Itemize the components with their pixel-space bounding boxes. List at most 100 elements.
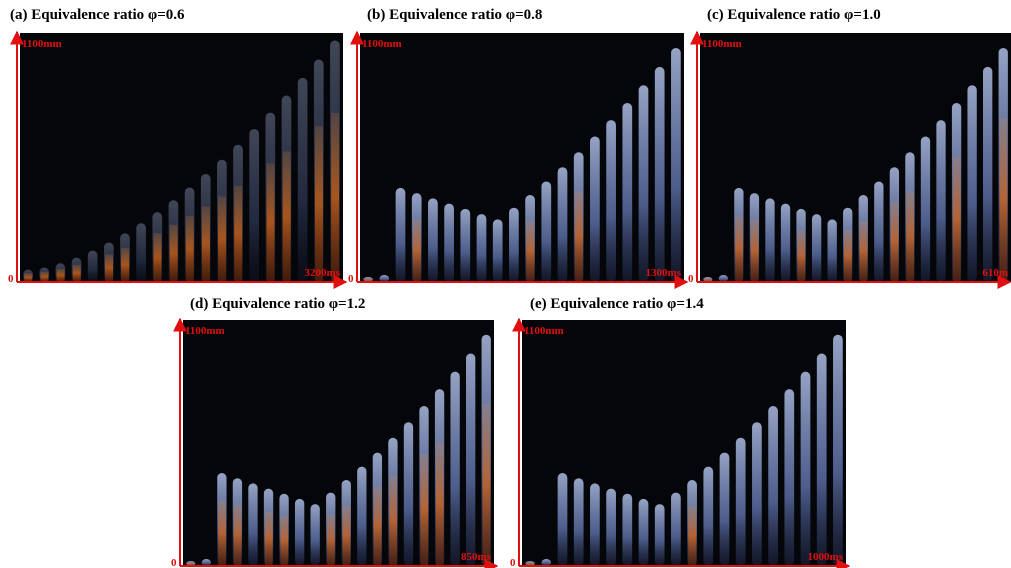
flame-columns (186, 334, 491, 566)
flame-glow (844, 229, 852, 282)
flame-column (606, 488, 616, 566)
flame-glow (264, 511, 273, 566)
flame-columns (525, 334, 843, 566)
flame-image (183, 320, 494, 566)
flame-glow (435, 442, 444, 566)
flame-column (444, 203, 454, 282)
flame-glow (218, 196, 227, 282)
flame-column (379, 274, 390, 282)
flame-column (719, 452, 730, 566)
flame-glow (169, 224, 178, 282)
flame-column (811, 214, 822, 282)
axis-max-label: 1100mm (22, 38, 62, 50)
flame-column (752, 422, 762, 566)
axis-end-label: 610m (982, 267, 1008, 279)
flame-column (622, 493, 633, 566)
flame-columns (703, 47, 1008, 283)
flame-glow (704, 278, 712, 282)
flame-column (703, 466, 714, 566)
flame-column (294, 498, 305, 566)
flame-column (654, 66, 665, 282)
flame-column (201, 559, 211, 566)
flame-column (541, 181, 552, 282)
flame-column (718, 274, 728, 282)
flame-glow (40, 271, 49, 282)
flame-column (466, 353, 476, 566)
flame-column (833, 334, 843, 566)
axis-end-label: 850ms (461, 551, 492, 563)
flame-column (557, 473, 568, 566)
axis-origin-label: 0 (688, 273, 694, 285)
flame-glow (187, 562, 195, 566)
flame-glow (859, 221, 868, 282)
axis-max-label: 1100mm (185, 325, 225, 337)
axis-max-label: 1100mm (702, 38, 742, 50)
flame-column (136, 223, 146, 282)
flame-glow (750, 219, 759, 282)
panel-title: (d) Equivalence ratio φ=1.2 (190, 296, 365, 312)
flame-glow (282, 151, 291, 282)
flame-glow (234, 185, 243, 282)
flame-glow (389, 476, 398, 566)
panel-title: (a) Equivalence ratio φ=0.6 (10, 7, 185, 23)
flame-glow (331, 112, 340, 282)
flame-glow (574, 191, 583, 282)
axis-origin-label: 0 (171, 557, 177, 568)
flame-glow (314, 126, 324, 282)
flame-glow (420, 454, 429, 566)
flame-glow (327, 514, 335, 566)
axis-end-label: 1000ms (808, 551, 844, 563)
flame-column (983, 66, 993, 282)
flame-column (638, 498, 649, 566)
flame-columns (363, 47, 681, 282)
axis-end-label: 3200ms (305, 267, 341, 279)
flame-column (638, 85, 649, 282)
flame-glow (185, 215, 194, 282)
flame-glow (482, 404, 491, 566)
flame-glow (906, 191, 915, 282)
flame-column (428, 198, 438, 282)
flame-column (403, 422, 414, 566)
flame-column (87, 250, 98, 282)
flame-glow (890, 201, 899, 282)
flame-column (800, 371, 811, 566)
flame-column (784, 389, 795, 566)
flame-glow (364, 278, 373, 282)
flame-column (671, 47, 681, 282)
flame-glow (797, 230, 806, 282)
axis-origin-label: 0 (510, 557, 516, 568)
flame-glow (24, 273, 33, 282)
flame-column (460, 208, 471, 282)
flame-column (310, 504, 320, 566)
flame-column (920, 136, 931, 282)
flame-column (395, 187, 406, 282)
flame-column (541, 559, 552, 566)
flame-glow (952, 156, 961, 282)
flame-glow (56, 268, 65, 282)
flame-glow (342, 505, 351, 566)
flame-image (20, 33, 343, 282)
flame-column (874, 181, 884, 282)
flame-glow (72, 264, 81, 282)
flame-image (700, 33, 1011, 282)
axis-origin-label: 0 (348, 273, 354, 285)
axis-end-label: 1300ms (646, 267, 682, 279)
flame-glow (266, 163, 275, 282)
flame-glow (218, 500, 226, 566)
flame-glow (153, 233, 162, 282)
flame-column (509, 207, 519, 282)
flame-glow (280, 515, 289, 566)
flame-column (765, 198, 775, 282)
flame-column (248, 483, 258, 566)
flame-column (357, 466, 367, 566)
flame-glow (373, 486, 382, 566)
flame-glow (999, 118, 1008, 283)
flame-glow (201, 206, 210, 282)
flame-column (573, 478, 584, 566)
flame-column (450, 371, 460, 566)
flame-column (671, 492, 681, 566)
flame-column (606, 120, 616, 282)
flame-column (622, 103, 633, 282)
